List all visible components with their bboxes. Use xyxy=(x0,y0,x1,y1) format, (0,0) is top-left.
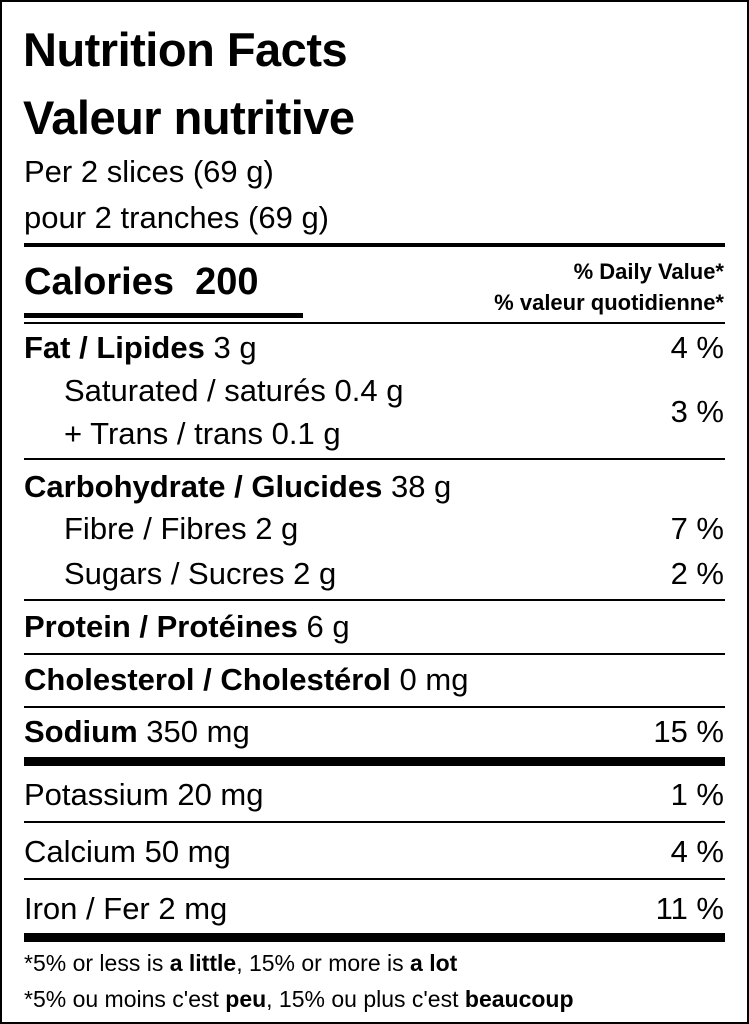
calories-label: Calories xyxy=(24,261,174,303)
calcium-daily-value: 4 % xyxy=(670,834,724,869)
fat-amount: 3 g xyxy=(213,330,257,365)
footnote-french: *5% ou moins c'est peu, 15% ou plus c'es… xyxy=(24,988,574,1011)
cholesterol-label: Cholesterol / Cholestérol xyxy=(24,662,391,697)
trans-row: + Trans / trans 0.1 g xyxy=(64,416,341,451)
calcium-rule xyxy=(24,878,725,880)
footnote-french-part: *5% ou moins c'est xyxy=(24,986,226,1012)
carbohydrate-rule xyxy=(24,599,725,601)
fibre-row: Fibre / Fibres 2 g xyxy=(64,511,299,546)
sodium-daily-value: 15 % xyxy=(653,714,724,749)
iron-daily-value: 11 % xyxy=(655,891,724,926)
sodium-row: Sodium 350 mg xyxy=(24,716,250,747)
daily-value-header-french: % valeur quotidienne* xyxy=(494,290,724,315)
cholesterol-row: Cholesterol / Cholestérol 0 mg xyxy=(24,664,468,695)
saturated-row: Saturated / saturés 0.4 g xyxy=(64,373,404,408)
title-french: Valeur nutritive xyxy=(23,91,355,144)
calories-rule xyxy=(24,322,725,324)
fat-daily-value: 4 % xyxy=(670,330,724,365)
fat-row: Fat / Lipides 3 g xyxy=(24,332,257,363)
calories-row: Calories 200 xyxy=(24,263,259,301)
iron-thick-rule xyxy=(24,933,725,942)
calories-underline xyxy=(24,313,303,318)
sodium-label: Sodium xyxy=(24,714,138,749)
footnote-french-peu: peu xyxy=(225,986,267,1012)
protein-label: Protein / Protéines xyxy=(24,609,298,644)
footnote-english-part: , 15% or more is xyxy=(236,950,411,976)
calories-value: 200 xyxy=(195,261,259,303)
cholesterol-amount: 0 mg xyxy=(399,662,469,697)
sugars-row: Sugars / Sucres 2 g xyxy=(64,556,337,591)
footnote-english-part: *5% or less is xyxy=(24,950,170,976)
footnote-english-lot: a lot xyxy=(410,950,458,976)
footnote-english: *5% or less is a little, 15% or more is … xyxy=(24,952,457,975)
title-english: Nutrition Facts xyxy=(23,23,348,76)
protein-row: Protein / Protéines 6 g xyxy=(24,611,350,642)
protein-rule xyxy=(24,653,725,655)
carbohydrate-row: Carbohydrate / Glucides 38 g xyxy=(24,471,451,502)
potassium-row: Potassium 20 mg xyxy=(24,777,264,812)
sugars-daily-value: 2 % xyxy=(670,556,724,591)
cholesterol-rule xyxy=(24,706,725,708)
footnote-french-beaucoup: beaucoup xyxy=(464,986,574,1012)
footnote-french-part: , 15% ou plus c'est xyxy=(266,986,465,1012)
iron-row: Iron / Fer 2 mg xyxy=(24,891,228,926)
potassium-rule xyxy=(24,821,725,823)
fat-label: Fat / Lipides xyxy=(24,330,205,365)
daily-value-header-english: % Daily Value* xyxy=(573,259,724,284)
carbohydrate-label: Carbohydrate / Glucides xyxy=(24,469,383,504)
serving-rule xyxy=(24,243,725,247)
sodium-thick-rule xyxy=(24,757,725,766)
saturated-trans-daily-value: 3 % xyxy=(670,394,724,429)
serving-size-french: pour 2 tranches (69 g) xyxy=(24,200,330,235)
calcium-row: Calcium 50 mg xyxy=(24,834,231,869)
protein-amount: 6 g xyxy=(306,609,350,644)
fibre-daily-value: 7 % xyxy=(670,511,724,546)
footnote-english-little: a little xyxy=(169,950,237,976)
carbohydrate-amount: 38 g xyxy=(390,469,452,504)
fat-rule xyxy=(24,458,725,460)
serving-size-english: Per 2 slices (69 g) xyxy=(24,154,274,189)
potassium-daily-value: 1 % xyxy=(670,777,724,812)
sodium-amount: 350 mg xyxy=(146,714,250,749)
